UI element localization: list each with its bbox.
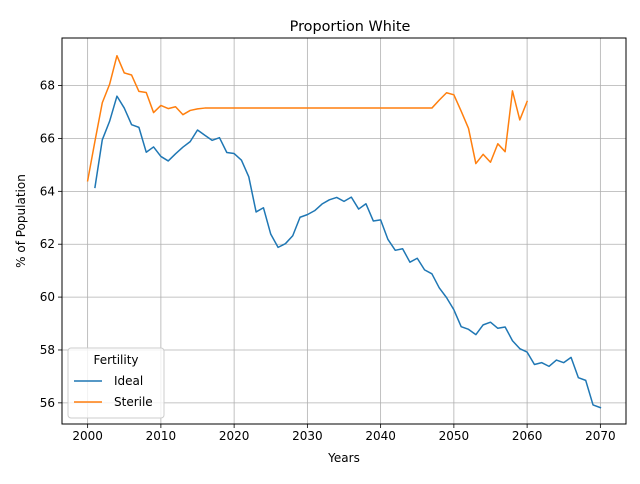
x-tick-label: 2050 bbox=[439, 429, 470, 443]
y-tick-label: 60 bbox=[40, 290, 55, 304]
y-tick-label: 64 bbox=[40, 184, 55, 198]
x-tick-label: 2030 bbox=[292, 429, 323, 443]
x-axis-label: Years bbox=[327, 451, 360, 465]
y-axis-ticks: 56 58 60 62 64 66 68 bbox=[40, 79, 62, 410]
x-tick-label: 2000 bbox=[72, 429, 103, 443]
y-tick-label: 58 bbox=[40, 343, 55, 357]
legend-title: Fertility bbox=[93, 353, 138, 367]
chart-title: Proportion White bbox=[290, 19, 411, 35]
x-tick-label: 2020 bbox=[219, 429, 250, 443]
x-tick-label: 2070 bbox=[585, 429, 616, 443]
x-tick-label: 2010 bbox=[146, 429, 177, 443]
y-tick-label: 56 bbox=[40, 396, 55, 410]
x-tick-label: 2040 bbox=[365, 429, 396, 443]
x-tick-label: 2060 bbox=[512, 429, 543, 443]
series-lines bbox=[86, 54, 602, 409]
y-tick-label: 66 bbox=[40, 131, 55, 145]
series-line-sterile bbox=[86, 54, 529, 182]
legend-label-ideal: Ideal bbox=[114, 374, 143, 388]
series-line-ideal bbox=[94, 95, 602, 409]
plot-area-frame bbox=[61, 37, 627, 425]
legend: Fertility Ideal Sterile bbox=[67, 347, 165, 419]
y-tick-label: 68 bbox=[40, 79, 55, 93]
legend-box bbox=[67, 347, 165, 419]
grid bbox=[62, 38, 626, 424]
y-axis-label: % of Population bbox=[14, 174, 28, 268]
legend-label-sterile: Sterile bbox=[114, 395, 153, 409]
x-axis-ticks: 2000 2010 2020 2030 2040 2050 2060 2070 bbox=[72, 424, 616, 443]
y-tick-label: 62 bbox=[40, 237, 55, 251]
